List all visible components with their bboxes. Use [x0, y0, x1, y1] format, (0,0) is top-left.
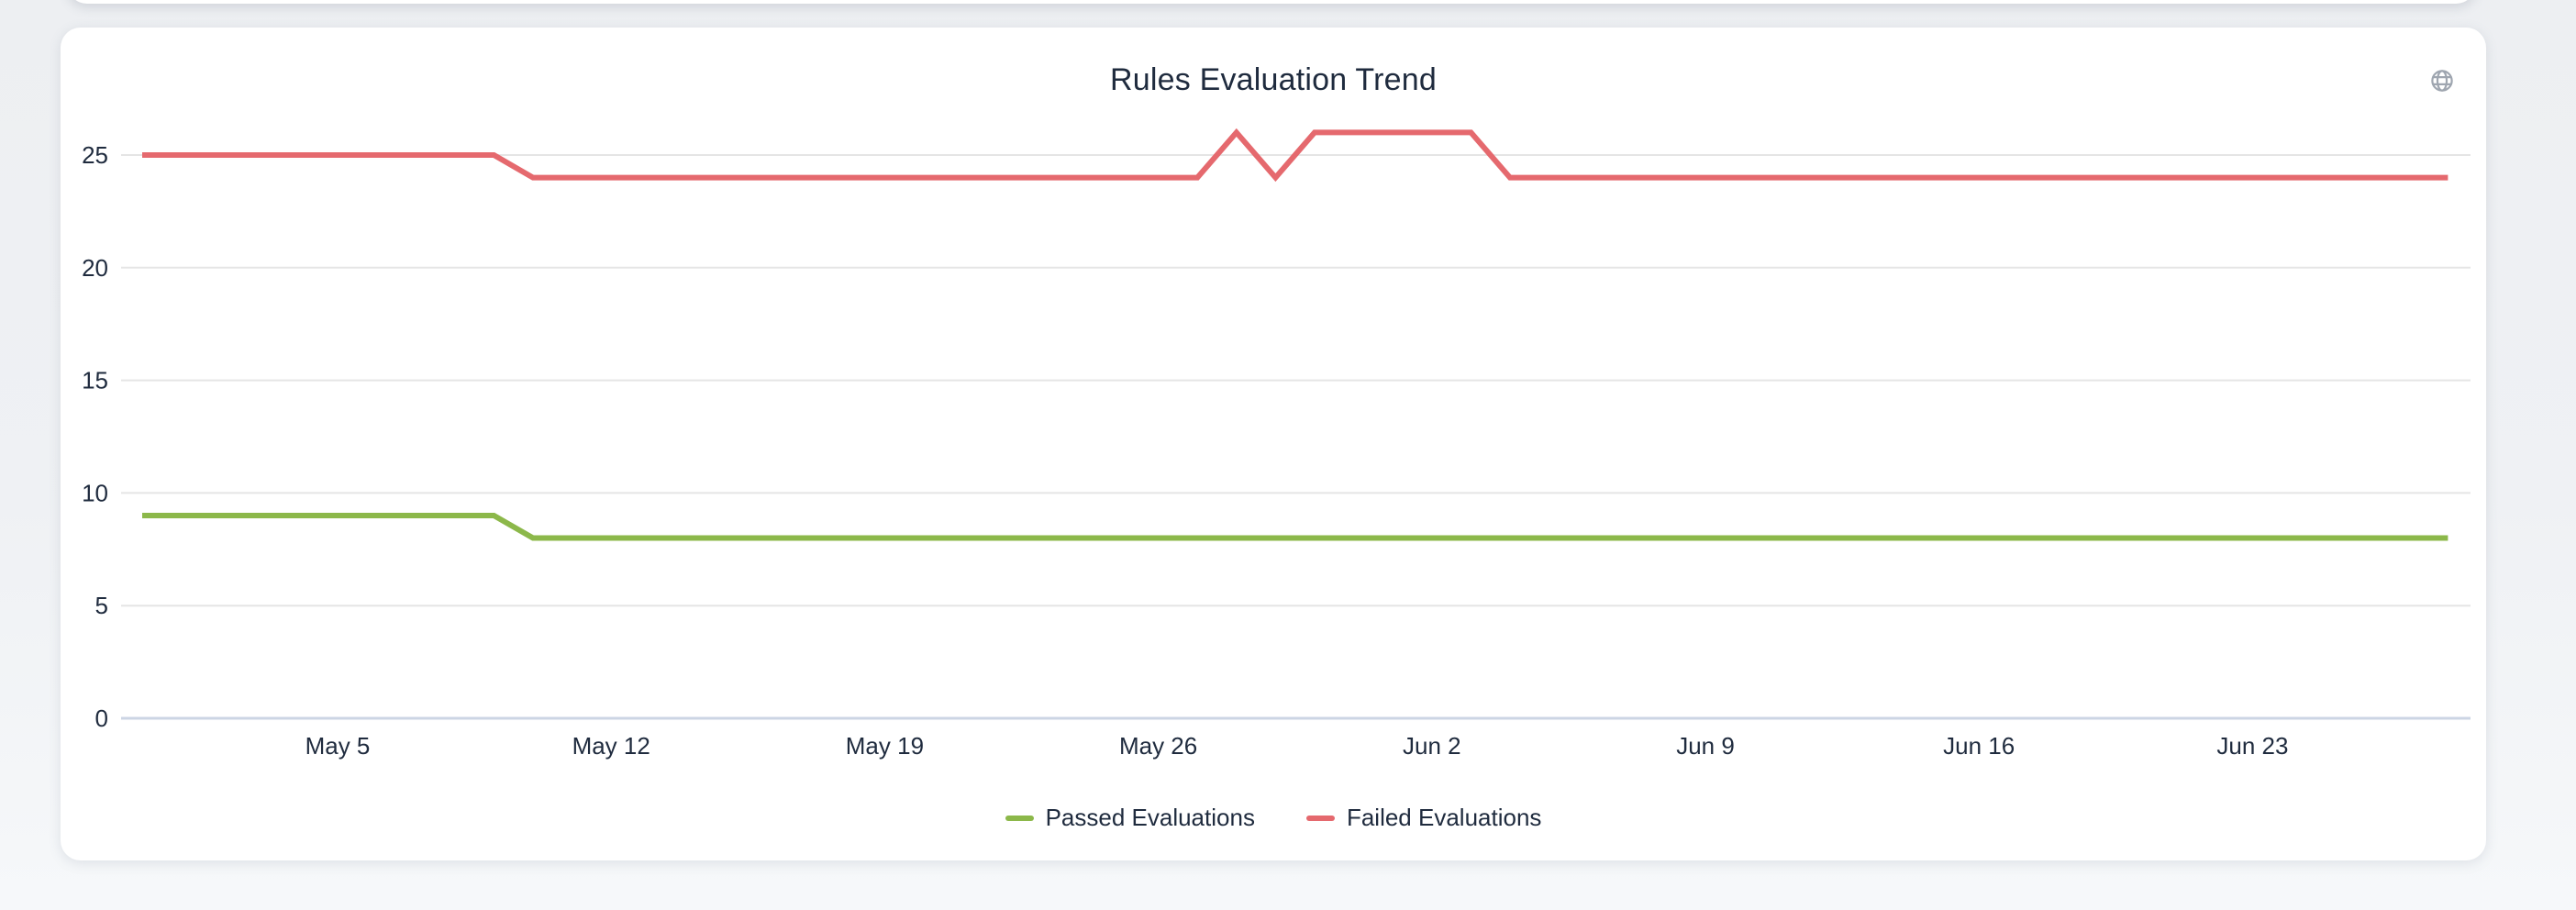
x-tick-label: May 19	[846, 732, 924, 760]
legend-swatch-passed-evaluations	[1005, 815, 1034, 821]
chart-title: Rules Evaluation Trend	[1110, 62, 1437, 97]
x-tick-label: Jun 2	[1403, 732, 1461, 760]
legend-label-failed-evaluations: Failed Evaluations	[1346, 804, 1542, 831]
series-line-failed-evaluations	[142, 128, 2448, 183]
y-tick-label: 0	[95, 705, 108, 732]
gridlines	[121, 154, 2471, 720]
legend-swatch-failed-evaluations	[1305, 815, 1335, 821]
chart-legend: Passed Evaluations Failed Evaluations	[61, 804, 2486, 832]
y-tick-label: 10	[82, 479, 108, 506]
x-tick-label: Jun 16	[1943, 732, 2015, 760]
legend-label-passed-evaluations: Passed Evaluations	[1045, 804, 1255, 831]
chart-canvas: 0 5 10 15 20 25 May 5 May 12 May 19 May 26 Jun 2 Ju…	[82, 128, 2471, 760]
x-tick-label: May 5	[305, 732, 371, 760]
x-tick-label: Jun 23	[2216, 732, 2288, 760]
rules-evaluation-trend-card: 0 5 10 15 20 25 May 5 May 12 May 19 May 26 Jun 2 Ju…	[61, 28, 2486, 860]
y-tick-label: 25	[82, 141, 108, 169]
y-tick-label: 20	[82, 254, 108, 282]
x-tick-label: May 26	[1119, 732, 1197, 760]
y-tick-label: 15	[82, 367, 108, 394]
legend-item-passed-evaluations[interactable]: Passed Evaluations	[1005, 804, 1255, 832]
legend-item-failed-evaluations[interactable]: Failed Evaluations	[1305, 804, 1542, 832]
y-tick-label: 5	[95, 592, 108, 619]
globe-icon[interactable]	[2429, 68, 2455, 94]
x-tick-label: Jun 9	[1676, 732, 1735, 760]
previous-card-bottom-edge	[67, 0, 2476, 4]
series-line-passed-evaluations	[142, 513, 2448, 541]
x-tick-label: May 12	[572, 732, 650, 760]
x-axis-labels: May 5 May 12 May 19 May 26 Jun 2 Jun 9 Jun 16 J…	[305, 732, 2289, 760]
y-axis-labels: 0 5 10 15 20 25	[82, 141, 108, 732]
